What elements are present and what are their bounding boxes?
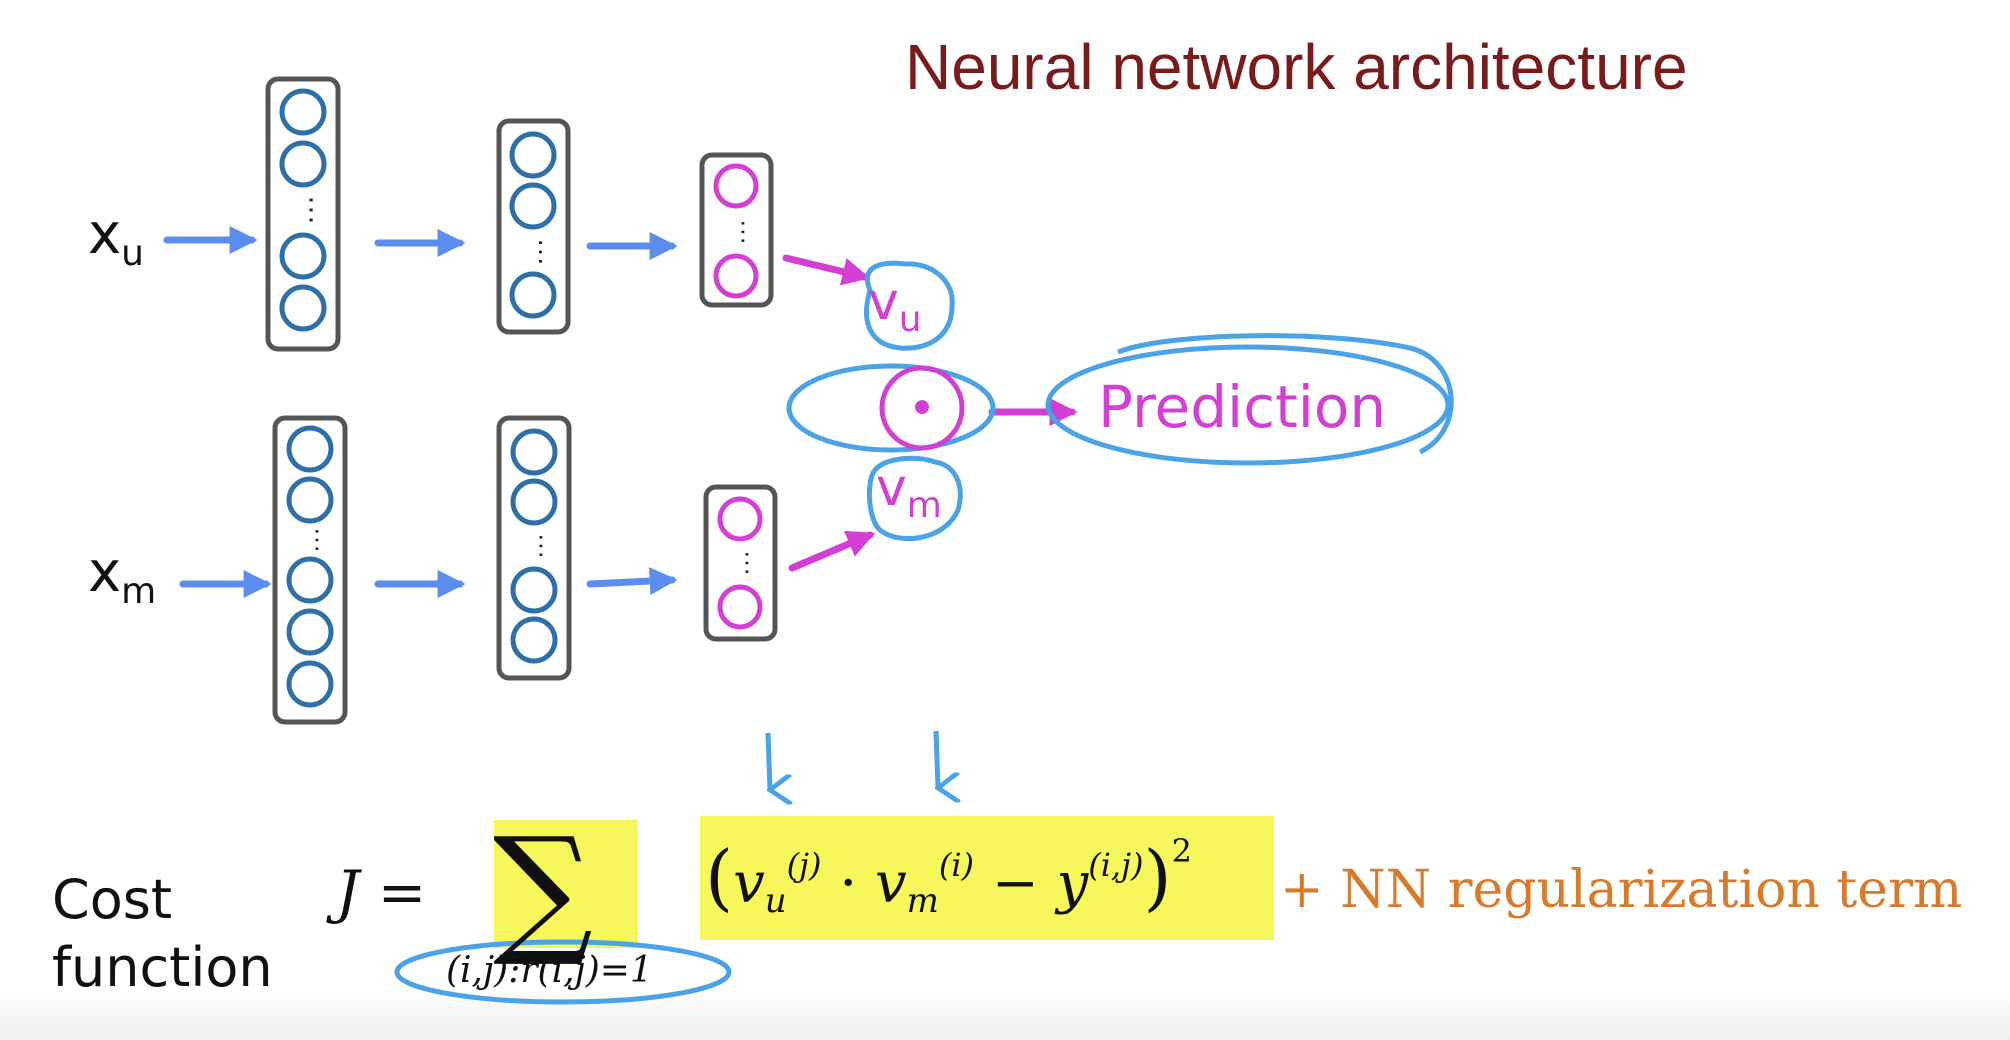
neuron bbox=[286, 556, 334, 604]
user-output-layer bbox=[699, 152, 774, 308]
ellipsis-dots: ··· bbox=[527, 238, 558, 266]
cost-expression: (vu(j) · vm(i) − y(i,j))2 bbox=[705, 832, 1192, 921]
ellipsis-dots: ··· bbox=[296, 195, 329, 225]
sum-subscript-circle bbox=[394, 939, 732, 1005]
neuron bbox=[717, 496, 763, 542]
vu-circle bbox=[864, 260, 955, 351]
neuron bbox=[509, 131, 557, 179]
sum-highlight bbox=[494, 820, 638, 948]
pointer-arrow bbox=[933, 730, 938, 788]
neuron bbox=[510, 428, 558, 476]
ellipsis-dots: ··· bbox=[528, 533, 558, 559]
neuron bbox=[713, 163, 759, 209]
embedding-arrows bbox=[782, 254, 1078, 572]
vector-movie-label: vm bbox=[876, 458, 942, 526]
prediction-circle bbox=[1045, 344, 1451, 466]
input-movie-label: xm bbox=[88, 540, 157, 612]
neuron bbox=[510, 478, 558, 526]
movie-layer-2 bbox=[496, 415, 572, 681]
ellipsis-dots: ··· bbox=[730, 219, 760, 245]
input-user-label: xu bbox=[88, 202, 144, 274]
neuron bbox=[510, 566, 558, 614]
neuron bbox=[279, 232, 327, 280]
neuron bbox=[286, 425, 334, 473]
neuron bbox=[279, 88, 327, 136]
neuron bbox=[279, 284, 327, 332]
user-layer-2 bbox=[496, 118, 571, 335]
arrow bbox=[782, 254, 871, 286]
prediction-circle-stroke bbox=[1117, 333, 1454, 455]
vm-circle bbox=[866, 455, 963, 542]
dot-circle bbox=[786, 363, 996, 453]
neuron bbox=[713, 253, 759, 299]
page-title: Neural network architecture bbox=[905, 31, 1688, 103]
movie-output-layer bbox=[703, 484, 778, 642]
dot-product-node: • bbox=[879, 365, 965, 451]
cost-lhs: J = bbox=[336, 858, 427, 926]
forward-arrows bbox=[163, 226, 678, 598]
arrow bbox=[788, 530, 876, 572]
dot-symbol: • bbox=[908, 381, 936, 437]
ellipsis-dots: ··· bbox=[734, 550, 764, 576]
expression-highlight bbox=[700, 816, 1274, 940]
vector-user-label: vu bbox=[868, 272, 922, 340]
neuron bbox=[279, 140, 327, 188]
sum-symbol: ∑ bbox=[493, 808, 593, 971]
user-tower: ··· ··· ··· bbox=[265, 76, 774, 352]
regularization-term: + NN regularization term bbox=[1280, 860, 1963, 920]
neuron bbox=[717, 584, 763, 630]
movie-tower: ··· ··· ··· bbox=[272, 415, 778, 725]
neuron bbox=[510, 616, 558, 664]
bottom-fade bbox=[0, 990, 2010, 1040]
neuron bbox=[286, 660, 334, 708]
prediction-label: Prediction bbox=[1098, 373, 1387, 441]
pointer-arrow bbox=[765, 732, 770, 790]
arrow bbox=[586, 567, 678, 596]
movie-layer-1 bbox=[272, 415, 348, 725]
ellipsis-dots: ··· bbox=[304, 527, 334, 553]
sum-subscript: (i,j):r(i,j)=1 bbox=[446, 950, 653, 991]
neuron bbox=[286, 608, 334, 656]
neuron bbox=[509, 271, 557, 319]
annotations bbox=[394, 260, 1454, 1005]
neuron bbox=[286, 476, 334, 524]
user-layer-1 bbox=[265, 76, 341, 352]
cost-function-label: Cost function bbox=[52, 868, 273, 999]
neuron bbox=[509, 182, 557, 230]
